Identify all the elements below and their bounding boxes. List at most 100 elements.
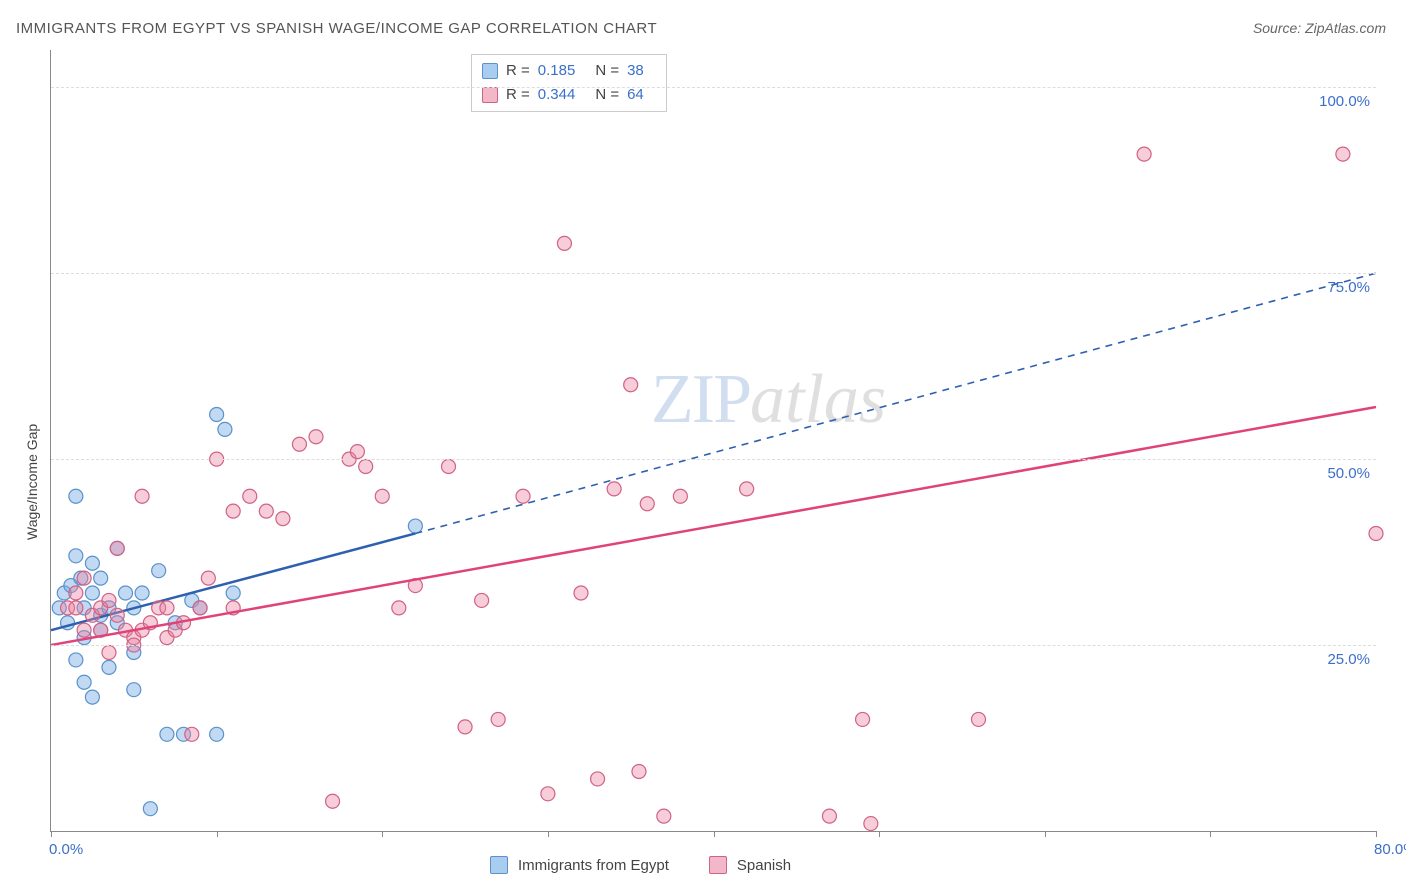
scatter-point-spanish	[541, 787, 555, 801]
scatter-point-spanish	[110, 541, 124, 555]
scatter-point-spanish	[1369, 526, 1383, 540]
y-tick-label: 50.0%	[1327, 465, 1370, 482]
scatter-point-spanish	[972, 712, 986, 726]
scatter-point-egypt	[152, 564, 166, 578]
scatter-point-spanish	[359, 460, 373, 474]
scatter-point-spanish	[557, 236, 571, 250]
scatter-point-egypt	[119, 586, 133, 600]
legend-swatch-egypt	[490, 856, 508, 874]
scatter-point-spanish	[160, 601, 174, 615]
legend-r-label: R =	[506, 59, 530, 83]
scatter-point-spanish	[574, 586, 588, 600]
scatter-point-egypt	[135, 586, 149, 600]
scatter-point-spanish	[102, 593, 116, 607]
scatter-point-spanish	[1336, 147, 1350, 161]
gridline	[51, 459, 1376, 460]
scatter-point-egypt	[85, 586, 99, 600]
legend-stat-row-egypt: R = 0.185 N = 38	[482, 59, 656, 83]
y-tick-label: 25.0%	[1327, 651, 1370, 668]
scatter-point-spanish	[640, 497, 654, 511]
legend-n-label: N =	[595, 59, 619, 83]
legend-series: Immigrants from EgyptSpanish	[490, 856, 821, 874]
scatter-point-spanish	[458, 720, 472, 734]
scatter-point-spanish	[673, 489, 687, 503]
scatter-point-spanish	[657, 809, 671, 823]
scatter-point-egypt	[94, 571, 108, 585]
gridline	[51, 645, 1376, 646]
x-tick	[1045, 831, 1046, 837]
scatter-point-spanish	[69, 601, 83, 615]
scatter-point-egypt	[210, 407, 224, 421]
scatter-point-egypt	[69, 489, 83, 503]
y-tick-label: 100.0%	[1319, 93, 1370, 110]
source-prefix: Source:	[1253, 20, 1305, 36]
scatter-point-spanish	[624, 378, 638, 392]
source-attribution: Source: ZipAtlas.com	[1253, 20, 1386, 36]
scatter-point-spanish	[193, 601, 207, 615]
x-tick-label: 80.0%	[1374, 841, 1406, 858]
legend-r-value-egypt: 0.185	[538, 59, 576, 83]
scatter-point-spanish	[276, 512, 290, 526]
scatter-point-egypt	[226, 586, 240, 600]
scatter-point-egypt	[127, 683, 141, 697]
x-tick	[217, 831, 218, 837]
scatter-point-spanish	[326, 794, 340, 808]
scatter-point-egypt	[408, 519, 422, 533]
scatter-point-spanish	[135, 489, 149, 503]
scatter-point-spanish	[350, 445, 364, 459]
scatter-point-spanish	[102, 645, 116, 659]
scatter-point-spanish	[259, 504, 273, 518]
scatter-point-spanish	[632, 764, 646, 778]
scatter-point-egypt	[160, 727, 174, 741]
scatter-point-spanish	[201, 571, 215, 585]
legend-stats: R = 0.185N = 38R = 0.344N = 64	[471, 54, 667, 112]
scatter-point-spanish	[375, 489, 389, 503]
x-tick	[51, 831, 52, 837]
scatter-svg	[51, 50, 1376, 831]
scatter-point-egypt	[69, 653, 83, 667]
gridline	[51, 273, 1376, 274]
scatter-point-spanish	[516, 489, 530, 503]
scatter-point-egypt	[143, 802, 157, 816]
scatter-point-egypt	[102, 660, 116, 674]
x-tick	[714, 831, 715, 837]
source-link[interactable]: ZipAtlas.com	[1305, 20, 1386, 36]
y-axis-label: Wage/Income Gap	[24, 424, 40, 540]
scatter-point-spanish	[591, 772, 605, 786]
scatter-point-spanish	[77, 571, 91, 585]
scatter-point-spanish	[740, 482, 754, 496]
gridline	[51, 87, 1376, 88]
scatter-point-spanish	[864, 817, 878, 831]
scatter-point-spanish	[1137, 147, 1151, 161]
scatter-point-spanish	[243, 489, 257, 503]
scatter-point-spanish	[309, 430, 323, 444]
scatter-point-spanish	[491, 712, 505, 726]
chart-title: IMMIGRANTS FROM EGYPT VS SPANISH WAGE/IN…	[16, 20, 657, 37]
legend-n-value-egypt: 38	[627, 59, 644, 83]
scatter-point-spanish	[185, 727, 199, 741]
legend-label-egypt: Immigrants from Egypt	[518, 857, 669, 874]
scatter-point-egypt	[218, 422, 232, 436]
x-tick	[548, 831, 549, 837]
scatter-point-egypt	[85, 556, 99, 570]
x-tick	[879, 831, 880, 837]
scatter-point-spanish	[442, 460, 456, 474]
x-tick-label: 0.0%	[49, 841, 83, 858]
scatter-point-spanish	[226, 504, 240, 518]
scatter-point-spanish	[856, 712, 870, 726]
x-tick	[1210, 831, 1211, 837]
scatter-point-egypt	[210, 727, 224, 741]
scatter-point-egypt	[69, 549, 83, 563]
scatter-point-spanish	[607, 482, 621, 496]
y-tick-label: 75.0%	[1327, 279, 1370, 296]
scatter-point-egypt	[77, 675, 91, 689]
legend-swatch-egypt	[482, 63, 498, 79]
scatter-point-spanish	[392, 601, 406, 615]
scatter-point-spanish	[77, 623, 91, 637]
scatter-point-egypt	[85, 690, 99, 704]
scatter-point-spanish	[292, 437, 306, 451]
scatter-point-spanish	[110, 608, 124, 622]
legend-swatch-spanish	[709, 856, 727, 874]
plot-area: ZIPatlas R = 0.185N = 38R = 0.344N = 64 …	[50, 50, 1376, 832]
trendline-spanish	[51, 407, 1376, 645]
